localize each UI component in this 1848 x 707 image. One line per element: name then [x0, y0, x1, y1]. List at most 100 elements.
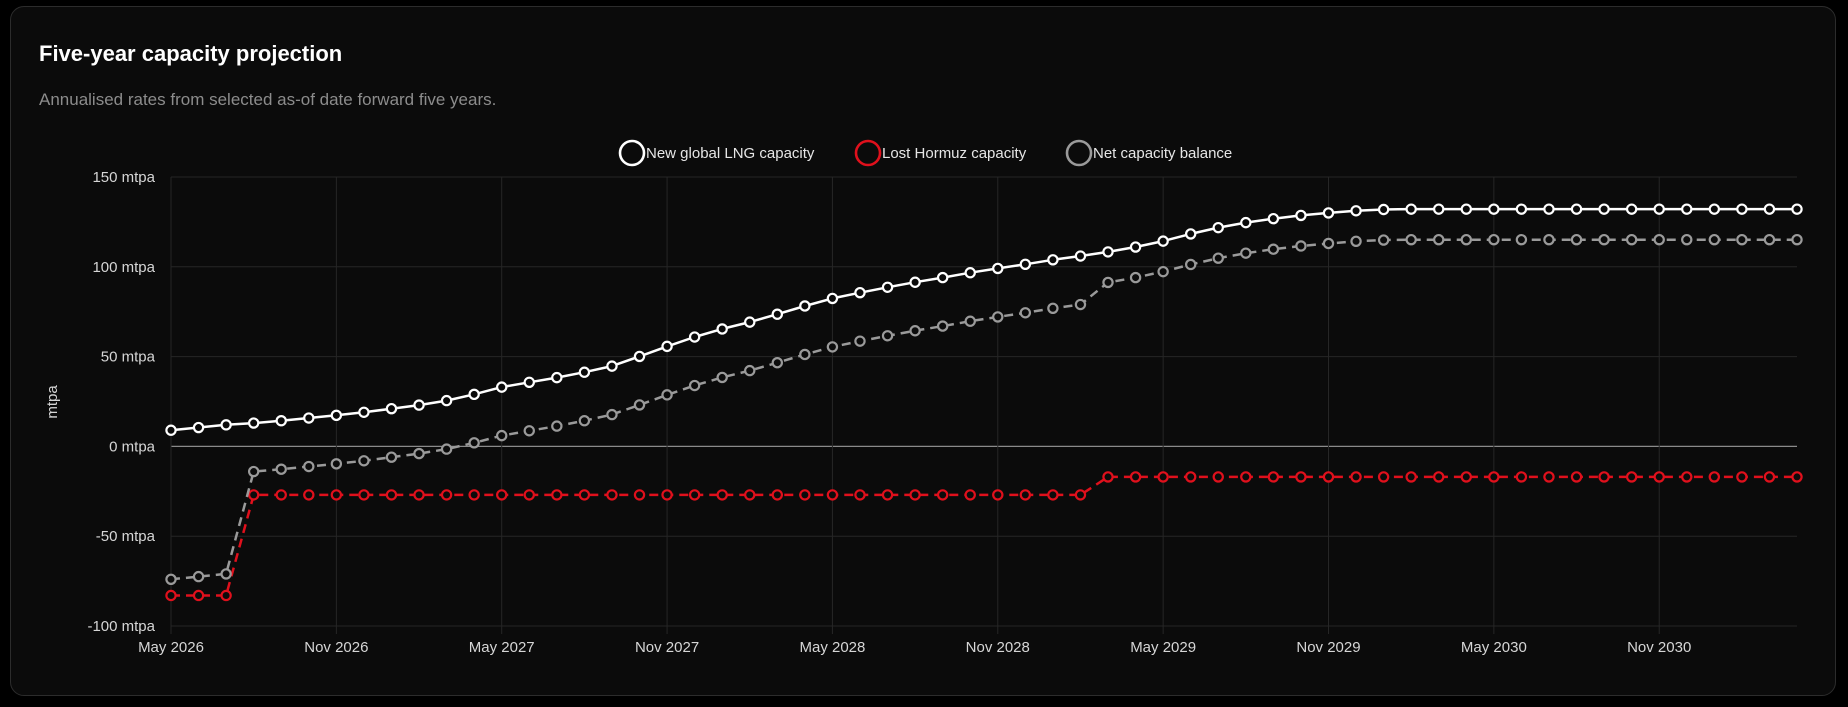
- new-lng-capacity-point: [1184, 228, 1197, 240]
- new-lng-capacity-point: [468, 388, 480, 401]
- lost-hormuz-capacity-point: [716, 489, 728, 501]
- net-capacity-balance-point: [854, 335, 866, 347]
- lost-hormuz-capacity-point: [440, 489, 453, 501]
- new-lng-capacity-point: [1129, 241, 1142, 253]
- series-layer: [165, 203, 1803, 602]
- net-capacity-balance-point: [1019, 307, 1032, 319]
- new-lng-capacity-point: [716, 323, 728, 335]
- net-capacity-balance-point: [1047, 302, 1059, 314]
- net-capacity-balance-point: [496, 429, 508, 442]
- net-capacity-balance-point: [1212, 252, 1224, 264]
- new-lng-capacity-point: [1433, 203, 1445, 215]
- net-capacity-balance-point: [661, 389, 673, 401]
- y-tick-label: -50 mtpa: [96, 528, 156, 545]
- net-capacity-balance-point: [909, 325, 921, 337]
- x-tick-label: May 2027: [469, 639, 535, 656]
- net-capacity-balance-point: [964, 315, 976, 327]
- new-lng-capacity-point: [1019, 258, 1032, 270]
- lost-hormuz-capacity-point: [413, 489, 425, 501]
- net-capacity-balance-point: [1598, 233, 1610, 246]
- lost-hormuz-capacity-point: [1736, 471, 1748, 483]
- net-capacity-balance-point: [1322, 237, 1335, 250]
- new-lng-capacity-point: [854, 286, 866, 299]
- chart-title: Five-year capacity projection: [39, 41, 343, 66]
- lost-hormuz-capacity-point: [496, 489, 508, 501]
- legend-item-net-capacity-balance: Net capacity balance: [1065, 139, 1232, 167]
- net-capacity-balance-point: [1460, 233, 1472, 246]
- lost-hormuz-capacity-point: [936, 489, 949, 501]
- new-lng-capacity-point: [909, 276, 921, 288]
- new-lng-capacity-point: [413, 399, 425, 411]
- new-lng-capacity-point: [1515, 203, 1528, 215]
- x-tick-label: Nov 2029: [1296, 639, 1360, 656]
- chart-card: Five-year capacity projection Annualised…: [10, 6, 1836, 696]
- new-lng-capacity-point: [1625, 203, 1638, 215]
- net-capacity-balance-point: [688, 379, 701, 392]
- lost-hormuz-capacity-point: [826, 489, 839, 501]
- new-lng-capacity-point: [220, 419, 232, 431]
- new-lng-capacity-point: [1763, 203, 1776, 215]
- new-lng-capacity-point: [826, 292, 839, 305]
- lost-hormuz-capacity-point: [964, 489, 976, 501]
- net-capacity-balance-point: [826, 341, 839, 353]
- new-lng-capacity-point: [936, 271, 949, 284]
- net-capacity-balance-point: [330, 458, 343, 470]
- new-lng-capacity-point: [303, 412, 315, 424]
- net-capacity-balance-point: [881, 330, 894, 342]
- lost-hormuz-capacity-point: [468, 489, 480, 501]
- net-capacity-balance-point: [1736, 233, 1748, 246]
- new-lng-capacity-point: [1157, 235, 1169, 247]
- new-lng-capacity-point: [1047, 254, 1059, 266]
- net-capacity-balance-point: [1681, 233, 1693, 246]
- y-axis: 150 mtpa 100 mtpa 50 mtpa 0 mtpa -50 mtpa -10…: [87, 169, 155, 635]
- net-capacity-balance-point: [1570, 233, 1583, 246]
- new-lng-capacity-point: [1377, 203, 1390, 216]
- new-lng-capacity-point: [964, 267, 976, 279]
- net-capacity-balance-point: [1267, 243, 1280, 255]
- new-lng-capacity-point: [1653, 203, 1665, 215]
- lost-hormuz-capacity-point: [165, 589, 177, 602]
- lost-hormuz-capacity-point: [303, 489, 315, 501]
- lost-hormuz-capacity-point: [358, 489, 370, 501]
- net-capacity-balance-point: [523, 425, 535, 437]
- net-capacity-balance-point: [1184, 258, 1197, 271]
- y-tick-label: 0 mtpa: [109, 438, 156, 455]
- lost-hormuz-capacity-point: [881, 489, 894, 501]
- new-lng-capacity-point: [275, 415, 287, 427]
- new-lng-capacity-point: [165, 424, 177, 436]
- new-lng-capacity-point: [1598, 203, 1610, 215]
- new-lng-capacity-point: [1543, 203, 1555, 215]
- net-capacity-balance-point: [1653, 233, 1665, 246]
- chart-subtitle: Annualised rates from selected as-of dat…: [39, 90, 497, 109]
- y-tick-label: -100 mtpa: [87, 618, 155, 635]
- lost-hormuz-capacity-point: [854, 489, 866, 501]
- net-capacity-balance-point: [551, 420, 563, 432]
- lost-hormuz-capacity-point: [1267, 471, 1280, 483]
- lost-hormuz-capacity-point: [1074, 489, 1087, 501]
- new-lng-capacity-point: [440, 394, 453, 407]
- lost-hormuz-capacity-point: [1460, 471, 1472, 483]
- lost-hormuz-capacity-point: [1570, 471, 1583, 483]
- net-capacity-balance-point: [1515, 233, 1528, 246]
- x-tick-label: Nov 2027: [635, 639, 699, 656]
- lost-hormuz-capacity-point: [330, 489, 343, 501]
- new-lng-capacity-point: [523, 376, 535, 388]
- lost-hormuz-capacity-point: [1433, 471, 1445, 483]
- lost-hormuz-capacity-point: [992, 489, 1004, 501]
- legend-marker: [854, 139, 882, 167]
- net-capacity-balance-point: [606, 408, 618, 421]
- net-capacity-balance-point: [1102, 276, 1114, 289]
- y-axis-label: mtpa: [44, 385, 61, 419]
- net-capacity-balance-point: [440, 443, 453, 455]
- lost-hormuz-capacity-point: [1240, 471, 1252, 483]
- net-capacity-balance-point: [744, 364, 756, 377]
- net-capacity-balance-point: [633, 399, 646, 411]
- new-lng-capacity-point: [1488, 203, 1500, 215]
- new-lng-capacity-point: [992, 262, 1004, 275]
- legend-label: Net capacity balance: [1093, 145, 1232, 162]
- net-capacity-balance-point: [1543, 233, 1555, 246]
- new-lng-capacity-point: [1240, 216, 1252, 229]
- net-capacity-balance-point: [1625, 233, 1638, 246]
- net-capacity-balance-point: [303, 460, 315, 473]
